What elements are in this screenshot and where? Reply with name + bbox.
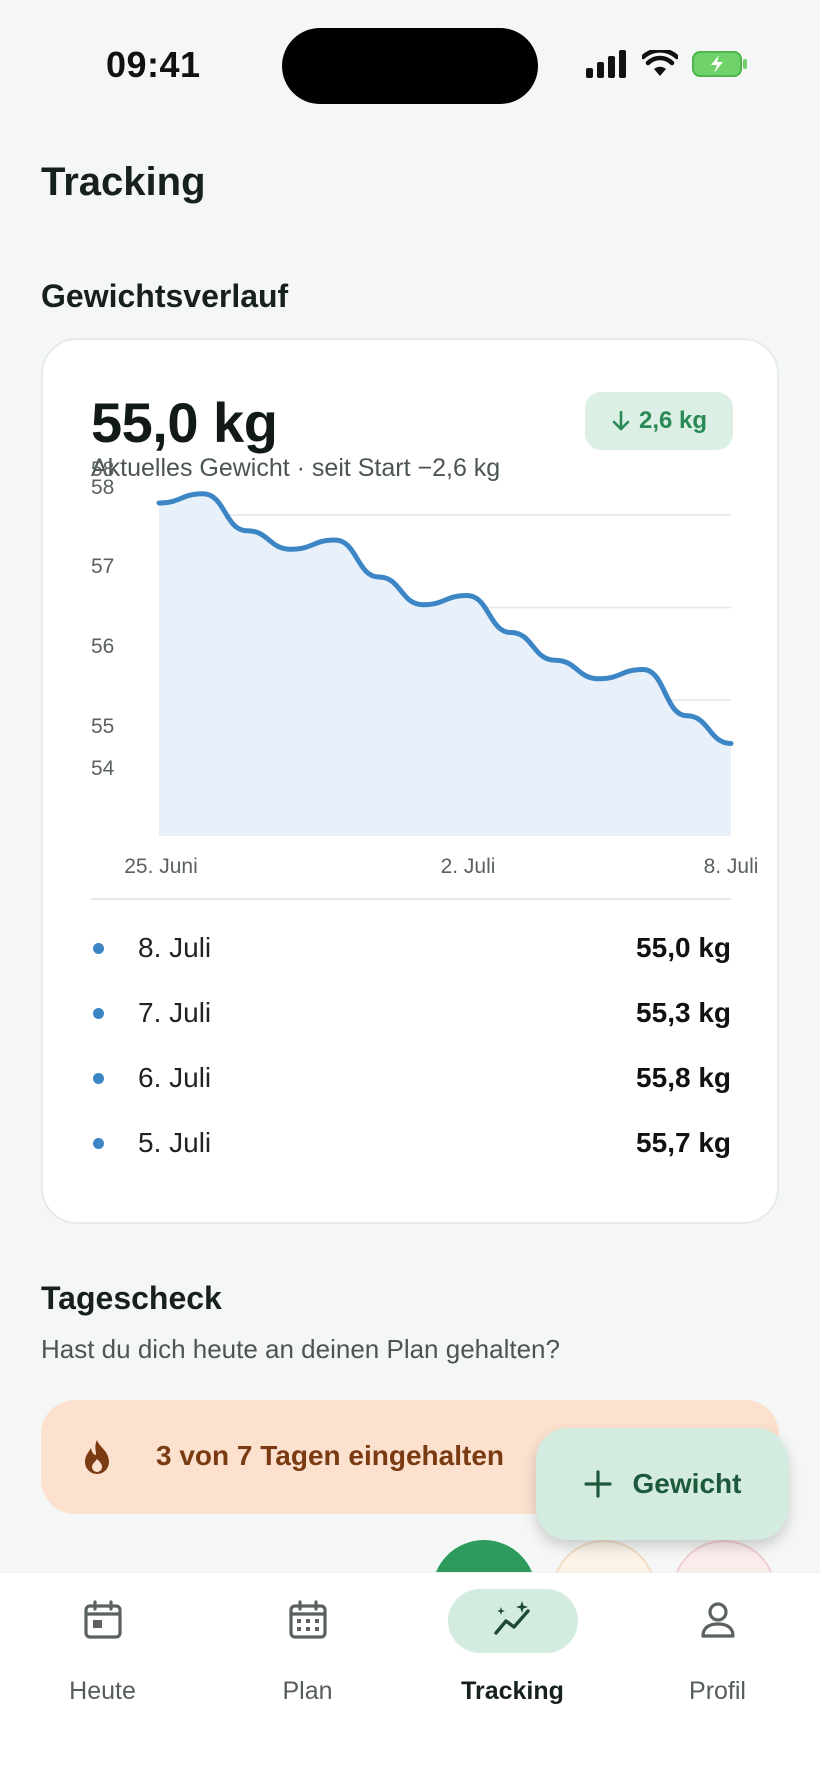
weight-subtitle: Aktuelles Gewicht · seit Start −2,6 kg	[91, 454, 501, 482]
daily-check-question: Hast du dich heute an deinen Plan gehalt…	[41, 1334, 560, 1364]
current-weight: 55,0 kg	[91, 391, 278, 454]
entry-value: 55,8 kg	[636, 1062, 731, 1093]
add-weight-label: Gewicht	[632, 1468, 742, 1499]
arrow-down-icon	[612, 410, 630, 431]
x-tick-label: 8. Juli	[704, 855, 759, 878]
daily-check-title: Tagescheck	[41, 1280, 222, 1316]
entry-date: 6. Juli	[138, 1062, 212, 1093]
weight-entry-row[interactable]: 6. Juli 55,8 kg	[91, 1058, 731, 1098]
dynamic-island	[282, 28, 538, 104]
flame-icon	[85, 1440, 109, 1474]
weight-entry-row[interactable]: 5. Juli 55,7 kg	[91, 1123, 731, 1163]
weight-section-title: Gewichtsverlauf	[41, 278, 289, 314]
add-weight-button[interactable]: Gewicht	[536, 1428, 788, 1540]
nav-item-tracking[interactable]: Tracking	[410, 1573, 615, 1713]
trend-sparkle-icon	[494, 1601, 530, 1635]
weight-delta-value: 2,6 kg	[638, 407, 708, 434]
weight-delta-badge: 2,6 kg	[585, 392, 733, 450]
y-tick-label: 56	[91, 635, 114, 658]
plus-icon	[583, 1470, 612, 1498]
y-tick-label: 54	[91, 757, 115, 780]
wifi-icon	[642, 50, 678, 76]
today-calendar-icon	[84, 1600, 122, 1639]
y-tick-label: 57	[91, 555, 114, 578]
x-tick-label: 2. Juli	[441, 855, 496, 878]
nav-label: Profil	[689, 1677, 746, 1705]
nav-item-plan[interactable]: Plan	[205, 1573, 410, 1713]
entry-value: 55,3 kg	[636, 997, 731, 1028]
calendar-grid-icon	[289, 1600, 327, 1639]
signal-icon	[586, 50, 626, 78]
status-time: 09:41	[106, 44, 201, 85]
entry-value: 55,7 kg	[636, 1127, 731, 1158]
entry-dot	[93, 1007, 104, 1019]
y-tick-label: 55	[91, 715, 114, 738]
status-bar: 09:41	[0, 0, 820, 130]
chart-area-fill	[159, 493, 731, 836]
weight-card: 55,0 kg Aktuelles Gewicht · seit Start −…	[41, 338, 779, 1224]
battery-charging-icon	[692, 51, 747, 77]
y-tick-label: 58	[91, 476, 114, 499]
nav-active-indicator	[448, 1589, 578, 1653]
y-tick-label: 58	[91, 458, 114, 481]
entry-date: 5. Juli	[138, 1127, 212, 1158]
nav-item-heute[interactable]: Heute	[0, 1573, 205, 1713]
status-icons	[586, 50, 748, 78]
streak-text: 3 von 7 Tagen eingehalten	[156, 1440, 505, 1471]
entry-dot	[93, 942, 104, 954]
chart-series-line	[156, 491, 734, 746]
person-icon	[701, 1602, 735, 1638]
x-tick-label: 25. Juni	[124, 855, 198, 878]
entry-value: 55,0 kg	[636, 932, 731, 963]
entry-date: 8. Juli	[138, 932, 212, 963]
entry-date: 7. Juli	[138, 997, 212, 1028]
nav-label: Plan	[282, 1677, 333, 1705]
weight-entry-row[interactable]: 7. Juli 55,3 kg	[91, 993, 731, 1033]
bottom-nav: Heute Plan Tracking Profil	[0, 1572, 820, 1782]
nav-item-profil[interactable]: Profil	[615, 1573, 820, 1713]
entry-dot	[93, 1072, 104, 1084]
entry-dot	[93, 1137, 104, 1149]
card-divider	[91, 898, 731, 900]
nav-label: Heute	[69, 1677, 136, 1705]
weight-entry-row[interactable]: 8. Juli 55,0 kg	[91, 928, 731, 968]
page-title: Tracking	[41, 160, 206, 204]
nav-label: Tracking	[461, 1677, 564, 1705]
